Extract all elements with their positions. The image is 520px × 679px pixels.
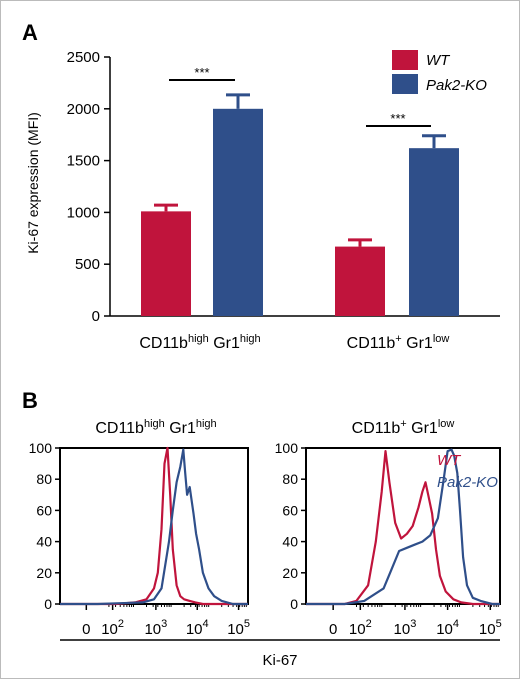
x-tick-label: 0 xyxy=(82,621,90,638)
x-tick-label: 104 xyxy=(186,618,209,638)
x-tick-label: 0 xyxy=(329,621,337,638)
y-tick-label: 1500 xyxy=(67,153,100,170)
histogram-title-1: CD11bhigh Gr1high xyxy=(95,418,216,437)
legend-label-ko: Pak2-KO xyxy=(426,77,487,94)
significance-label-1: *** xyxy=(194,65,209,80)
panel-b-letter: B xyxy=(22,388,38,413)
panel-a-ylabel: Ki-67 expression (MFI) xyxy=(25,112,41,254)
y-tick-label: 20 xyxy=(282,565,298,581)
plot-frame xyxy=(59,447,249,605)
legend-swatch-wt xyxy=(392,50,418,70)
legend-swatch-ko xyxy=(392,74,418,94)
y-tick-label: 20 xyxy=(36,565,52,581)
y-tick-label: 60 xyxy=(282,502,298,518)
y-tick-label: 2000 xyxy=(67,101,100,118)
y-tick-label: 0 xyxy=(92,308,100,325)
bar-wt-2 xyxy=(335,246,385,316)
x-tick-label: 103 xyxy=(394,618,417,638)
panel-a-letter: A xyxy=(22,20,38,45)
y-tick-label: 40 xyxy=(282,534,298,550)
y-tick-label: 80 xyxy=(36,471,52,487)
y-tick-label: 40 xyxy=(36,534,52,550)
y-tick-label: 60 xyxy=(36,502,52,518)
bar-wt-1 xyxy=(141,211,191,316)
histogram-legend-wt: WT xyxy=(437,452,462,469)
histogram-title-2: CD11b+ Gr1low xyxy=(352,418,455,437)
panel-a-bars xyxy=(141,93,459,316)
y-tick-label: 500 xyxy=(75,256,100,273)
histogram-line-ko xyxy=(306,448,500,606)
x-tick-label: 102 xyxy=(349,618,372,638)
histogram-1: 0 20 40 60 80 100 0 102 103 104 105 xyxy=(29,440,250,638)
bar-ko-2 xyxy=(409,148,459,316)
significance-label-2: *** xyxy=(390,111,405,126)
y-tick-label: 1000 xyxy=(67,204,100,221)
x-tick-label: 102 xyxy=(101,618,124,638)
histogram-line-wt xyxy=(306,450,500,606)
group-label-1: CD11bhigh Gr1high xyxy=(139,333,260,352)
histogram-line-wt xyxy=(60,446,248,606)
histogram-legend-ko: Pak2-KO xyxy=(437,474,498,491)
y-tick-label: 100 xyxy=(275,440,299,456)
x-tick-label: 103 xyxy=(144,618,167,638)
ki67-axis-label: Ki-67 xyxy=(262,652,297,669)
y-tick-label: 80 xyxy=(282,471,298,487)
x-tick-label: 104 xyxy=(436,618,459,638)
panel-a-legend: WT Pak2-KO xyxy=(392,50,487,94)
y-tick-label: 2500 xyxy=(67,49,100,66)
x-tick-label: 105 xyxy=(479,618,502,638)
histogram-line-ko xyxy=(60,448,248,606)
y-tick-label: 0 xyxy=(44,596,52,612)
histogram-2: 0 20 40 60 80 100 0 102 103 104 105 xyxy=(275,440,502,638)
bar-ko-1 xyxy=(213,108,263,316)
y-tick-label: 0 xyxy=(290,596,298,612)
group-label-2: CD11b+ Gr1low xyxy=(347,333,450,352)
legend-label-wt: WT xyxy=(426,52,451,69)
y-tick-label: 100 xyxy=(29,440,53,456)
x-tick-label: 105 xyxy=(227,618,250,638)
plot-frame xyxy=(305,447,501,605)
